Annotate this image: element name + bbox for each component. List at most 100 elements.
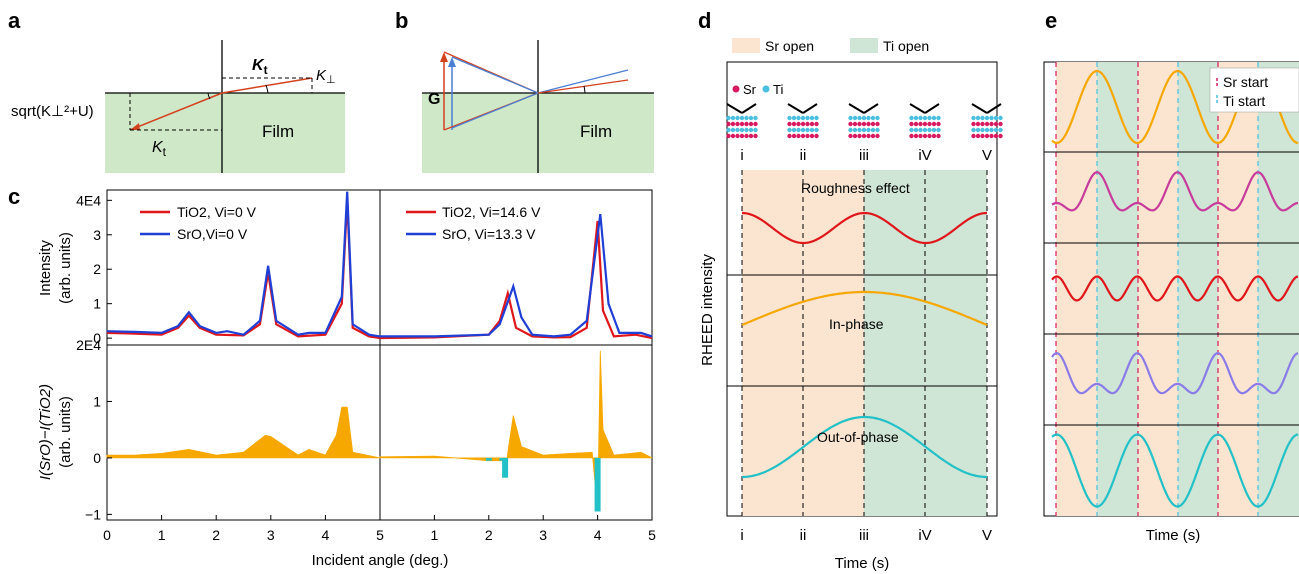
- legend-e-box: [1209, 67, 1299, 113]
- beam-in: [971, 103, 988, 114]
- atom: [931, 121, 937, 127]
- frame-bottom-right: [379, 344, 653, 521]
- atom-sr-label: Sr: [743, 82, 757, 97]
- atom: [735, 115, 740, 121]
- atom: [805, 121, 810, 127]
- x-tick-label: 3: [539, 527, 547, 543]
- beam-out: [986, 103, 1002, 114]
- atom: [857, 115, 862, 121]
- panel-a-label: a: [8, 8, 21, 33]
- beam-out: [741, 103, 757, 114]
- atom: [791, 133, 797, 139]
- atom: [922, 127, 928, 133]
- atom: [848, 115, 853, 121]
- stage-label: V: [982, 147, 992, 164]
- legend-ti-open: Ti open: [883, 38, 929, 54]
- atom: [875, 133, 880, 139]
- atom: [975, 133, 981, 139]
- atom: [748, 115, 754, 121]
- refracted-beam: [129, 92, 223, 131]
- atom: [852, 127, 858, 133]
- atom: [980, 121, 985, 127]
- atom: [913, 115, 919, 121]
- atom: [936, 127, 941, 133]
- atom: [927, 133, 932, 139]
- atom: [909, 133, 914, 139]
- atom: [809, 121, 815, 127]
- angle-arc-top: [265, 84, 269, 94]
- ti-open-band: [1258, 62, 1299, 516]
- x-tick-label: 1: [158, 527, 166, 543]
- atom: [998, 127, 1003, 133]
- atom: [913, 127, 919, 133]
- e-curve-red: [1051, 275, 1299, 302]
- atom-ti-label: Ti: [773, 82, 783, 97]
- ray-blue-down: [451, 92, 539, 129]
- atom: [787, 121, 792, 127]
- stage-label: i: [740, 147, 743, 164]
- atom: [787, 133, 792, 139]
- legend-c-left: TiO2, Vi=0 V SrO,Vi=0 V: [140, 204, 257, 242]
- atom: [975, 121, 981, 127]
- atom: [870, 115, 876, 121]
- beam-in: [726, 103, 743, 114]
- d-xlabel: Time (s): [835, 555, 889, 572]
- kperp-label: K⊥: [316, 67, 336, 86]
- atom: [800, 127, 806, 133]
- panel-e: e Sr start Ti start Time (s): [1043, 8, 1299, 544]
- kt-bottom-label: Kt: [152, 139, 167, 159]
- legend-sro-left: SrO,Vi=0 V: [177, 226, 248, 242]
- e-curve-cyan: [1051, 433, 1299, 508]
- atom: [866, 115, 871, 121]
- atom: [805, 133, 810, 139]
- atom: [791, 127, 797, 133]
- legend-ti-swatch: [850, 38, 878, 53]
- in-phase-curve: [741, 290, 988, 327]
- panel-d: d Sr open Ti open Sr Ti i ii iii iV V i ii iii…: [698, 8, 1003, 572]
- g-label: G: [428, 91, 440, 108]
- sr-open-band: [1138, 62, 1178, 516]
- legend-sro-right: SrO, Vi=13.3 V: [442, 226, 536, 242]
- atom: [861, 133, 867, 139]
- curve-outphase-label: Out-of-phase: [817, 429, 899, 445]
- atom: [848, 121, 853, 127]
- atom: [927, 121, 932, 127]
- atom: [993, 127, 999, 133]
- atom: [805, 127, 810, 133]
- atom: [922, 115, 928, 121]
- atom: [814, 115, 819, 121]
- atom: [918, 133, 923, 139]
- atom: [805, 115, 810, 121]
- ray-red-out: [537, 79, 629, 94]
- atom: [730, 133, 736, 139]
- d-x-tick-label: iii: [859, 527, 869, 544]
- atom: [730, 121, 736, 127]
- panel-d-label: d: [698, 8, 711, 33]
- sqrt-label: sqrt(K⊥²+U): [11, 103, 94, 120]
- negative-dip: [485, 457, 492, 461]
- legend-sr-swatch: [732, 38, 760, 53]
- c-xlabel: Incident angle (deg.): [312, 552, 449, 569]
- atom: [989, 127, 994, 133]
- atom: [857, 133, 862, 139]
- legend-sr-open: Sr open: [765, 38, 814, 54]
- atom: [975, 127, 981, 133]
- angle-arc-bottom: [207, 92, 211, 100]
- atom: [918, 121, 923, 127]
- g-arrowhead-red: [440, 52, 448, 62]
- atom: [796, 133, 801, 139]
- atom: [870, 121, 876, 127]
- atom: [800, 121, 806, 127]
- atom: [791, 121, 797, 127]
- spectrum-line-left-sro: [106, 191, 381, 338]
- panel-c-label: c: [8, 184, 20, 209]
- c-ylabel-top-1: Intensity: [37, 240, 54, 296]
- x-tick-label: 1: [431, 527, 439, 543]
- ti-open-band: [1097, 62, 1138, 516]
- incident-beam: [221, 77, 313, 94]
- d-x-tick-label: ii: [800, 527, 807, 544]
- atom: [796, 127, 801, 133]
- atom: [748, 121, 754, 127]
- atom: [739, 121, 745, 127]
